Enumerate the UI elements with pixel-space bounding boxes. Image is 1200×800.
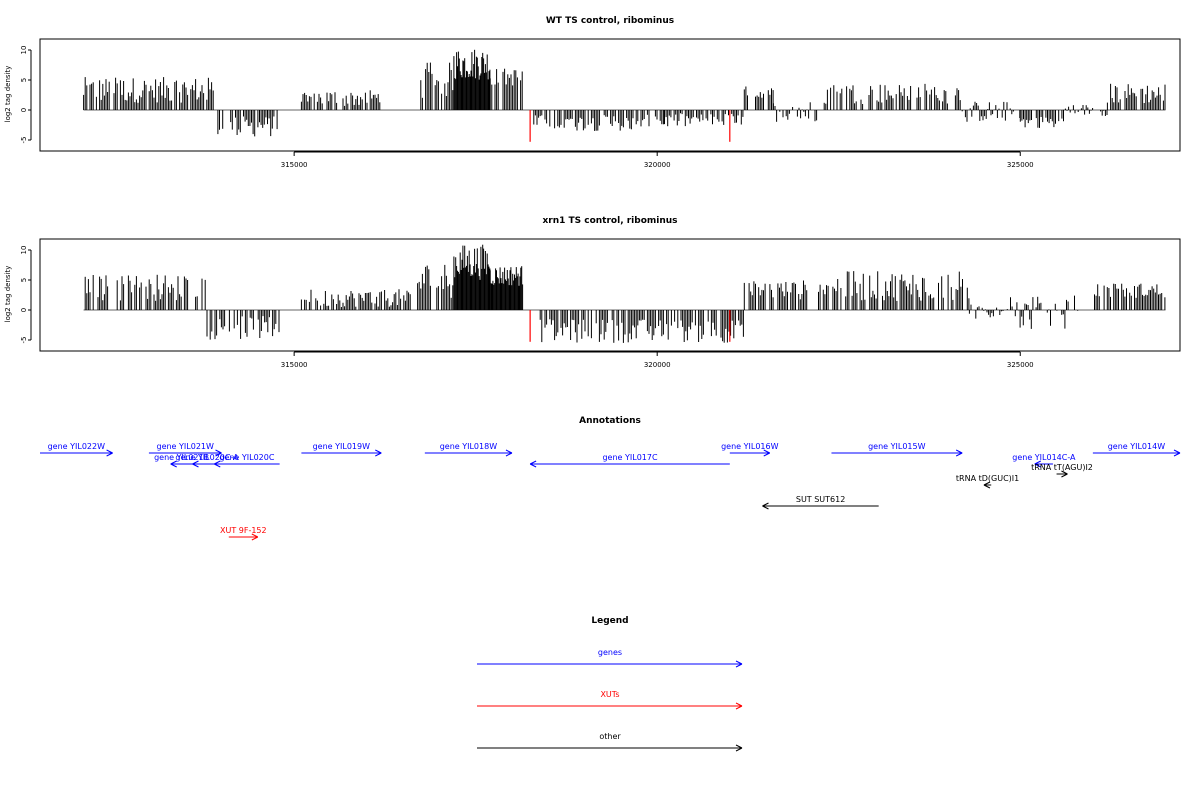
wt-coverage-panel: WT TS control, ribominus log2 tag densit…	[4, 16, 1181, 169]
xrn1-y-tick-label: 5	[20, 278, 28, 282]
feature-arrow-head	[983, 484, 991, 489]
feature-arrow-head	[762, 505, 769, 510]
feature-arrow-head	[1061, 473, 1068, 478]
feature-arrow-head	[106, 449, 113, 454]
feature-label: gene YIL021B	[154, 453, 209, 462]
feature-label: XUT 9F-152	[220, 526, 267, 535]
xrn1-x-tick-label: 315000	[281, 361, 308, 369]
legend-arrow-other-head	[735, 744, 743, 749]
feature-label: gene YIL020C-A	[175, 453, 239, 462]
xrn1-y-axis-label: log2 tag density	[4, 266, 12, 323]
feature-arrow-head	[192, 460, 199, 465]
feature-arrow-head	[192, 463, 199, 468]
feature-label: gene YIL016W	[721, 442, 779, 451]
feature-arrow-head	[375, 452, 382, 457]
legend-arrow-genes-head	[735, 663, 743, 668]
wt-y-tick-label: -5	[20, 137, 28, 144]
wt-y-tick-label: 5	[20, 78, 28, 82]
legend-label-other: other	[599, 732, 621, 741]
feature-arrow-head	[955, 452, 963, 457]
feature-label: tRNA tT(AGU)I2	[1031, 463, 1093, 472]
xrn1-plot-frame	[39, 238, 1181, 352]
feature-arrow-head	[1061, 470, 1068, 475]
feature-label: SUT SUT612	[796, 495, 845, 504]
wt-y-tick-label: 10	[20, 46, 28, 55]
feature-label: gene YIL020C	[219, 453, 275, 462]
xrn1-y-tick-label: 10	[20, 246, 28, 255]
wt-y-axis-label: log2 tag density	[4, 66, 12, 123]
feature-label: gene YIL018W	[440, 442, 498, 451]
xrn1-coverage-panel: xrn1 TS control, ribominus log2 tag dens…	[4, 216, 1181, 369]
feature-arrow-head	[170, 463, 177, 468]
feature-label: tRNA tD(GUC)I1	[956, 474, 1019, 483]
xrn1-panel-title: xrn1 TS control, ribominus	[542, 216, 677, 226]
feature-arrow-head	[1173, 449, 1181, 454]
feature-arrow-head	[215, 452, 222, 457]
wt-x-tick-label: 315000	[281, 161, 308, 169]
xrn1-y-tick-label: -5	[20, 337, 28, 344]
legend-panel: Legend genes XUTs other	[477, 616, 743, 752]
wt-y-tick-label: 0	[20, 108, 28, 112]
feature-arrow-head	[375, 449, 382, 454]
legend-label-genes: genes	[598, 648, 622, 657]
feature-arrow-head	[983, 481, 991, 486]
annotations-title: Annotations	[579, 416, 641, 426]
feature-arrow-head	[170, 460, 177, 465]
wt-x-tick-label: 320000	[644, 161, 671, 169]
feature-arrow-head	[215, 449, 222, 454]
xrn1-x-tick-label: 325000	[1007, 361, 1034, 369]
feature-arrow-head	[1173, 452, 1181, 457]
wt-panel-title: WT TS control, ribominus	[546, 16, 674, 26]
feature-label: gene YIL017C	[602, 453, 658, 462]
feature-arrow-head	[251, 536, 259, 541]
wt-x-tick-label: 325000	[1007, 161, 1034, 169]
xrn1-y-tick-label: 0	[20, 308, 28, 312]
xrn1-x-tick-label: 320000	[644, 361, 671, 369]
legend-arrow-xuts-head	[735, 702, 743, 707]
wt-plot-frame	[39, 38, 1181, 152]
feature-arrow-head	[1034, 460, 1042, 465]
legend-label-xuts: XUTs	[600, 690, 619, 699]
feature-arrow-head	[529, 460, 537, 465]
feature-label: gene YIL022W	[48, 442, 106, 451]
feature-label: gene YIL014W	[1108, 442, 1166, 451]
feature-arrow-head	[505, 449, 513, 454]
feature-arrow-head	[214, 460, 221, 465]
feature-arrow-head	[529, 463, 537, 468]
feature-label: gene YIL021W	[156, 442, 214, 451]
feature-arrow-head	[955, 449, 963, 454]
legend-title: Legend	[591, 616, 628, 626]
feature-label: gene YIL015W	[868, 442, 926, 451]
legend-arrow-xuts-head	[735, 705, 743, 710]
feature-arrow-head	[106, 452, 113, 457]
feature-arrow-head	[505, 452, 513, 457]
feature-arrow-head	[763, 449, 770, 454]
feature-arrow-head	[251, 533, 259, 538]
annotations-panel: Annotations gene YIL022W gene YIL021W gene…	[40, 416, 1181, 541]
feature-arrow-head	[214, 463, 221, 468]
legend-arrow-genes-head	[735, 660, 743, 665]
feature-label: gene YIL019W	[313, 442, 371, 451]
feature-arrow-head	[762, 502, 769, 507]
feature-arrow-head	[1034, 463, 1042, 468]
feature-arrow-head	[763, 452, 770, 457]
feature-label: gene YIL014C-A	[1012, 453, 1076, 462]
legend-arrow-other-head	[735, 747, 743, 752]
